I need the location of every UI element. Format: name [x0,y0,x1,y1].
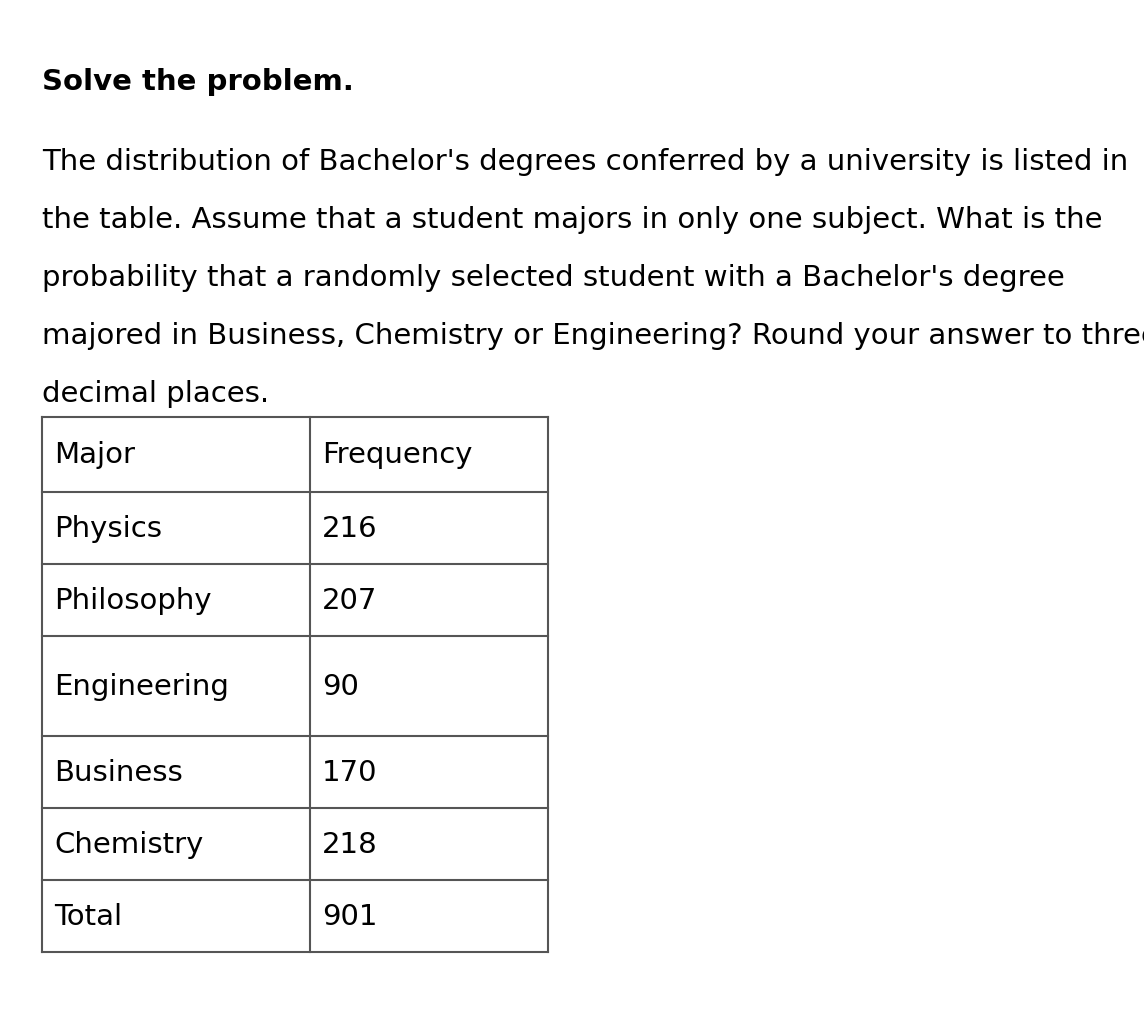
Text: 218: 218 [321,830,378,858]
Text: Chemistry: Chemistry [54,830,204,858]
Text: Solve the problem.: Solve the problem. [42,68,353,96]
Text: Business: Business [54,758,183,787]
Text: Major: Major [54,441,135,469]
Text: the table. Assume that a student majors in only one subject. What is the: the table. Assume that a student majors … [42,206,1103,233]
Text: Total: Total [54,902,122,930]
Text: Physics: Physics [54,515,162,542]
Text: 216: 216 [321,515,378,542]
Text: Philosophy: Philosophy [54,586,212,614]
Text: decimal places.: decimal places. [42,380,269,408]
Text: majored in Business, Chemistry or Engineering? Round your answer to three: majored in Business, Chemistry or Engine… [42,322,1144,350]
Text: Engineering: Engineering [54,673,229,700]
Text: 90: 90 [321,673,359,700]
Text: 901: 901 [321,902,378,930]
Text: The distribution of Bachelor's degrees conferred by a university is listed in: The distribution of Bachelor's degrees c… [42,148,1128,176]
Text: probability that a randomly selected student with a Bachelor's degree: probability that a randomly selected stu… [42,264,1065,291]
Text: Frequency: Frequency [321,441,472,469]
Text: 170: 170 [321,758,378,787]
Text: 207: 207 [321,586,378,614]
